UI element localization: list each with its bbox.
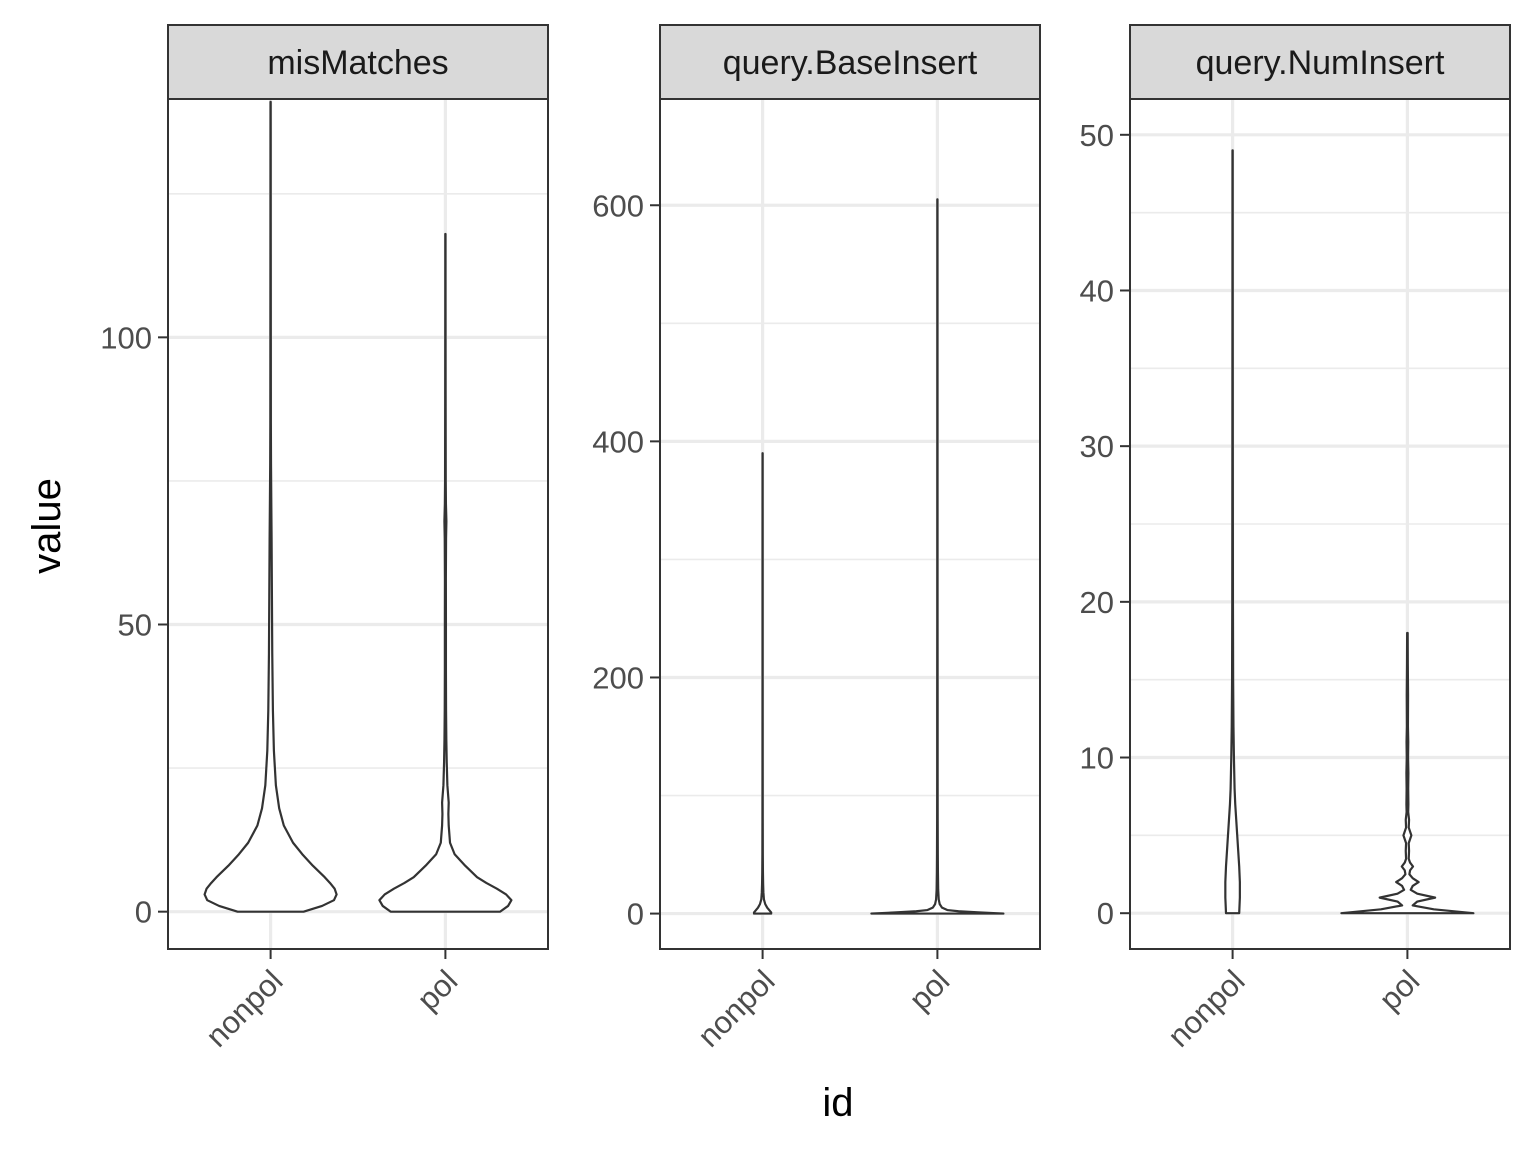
y-tick-label: 40 — [1080, 273, 1114, 308]
facet-strip-label: misMatches — [267, 44, 448, 82]
violin-nonpol — [1224, 149, 1241, 915]
y-tick-label: 10 — [1080, 741, 1114, 776]
x-tick-label: pol — [410, 963, 464, 1017]
y-axis-title: value — [25, 478, 69, 574]
x-tick-label: nonpol — [199, 963, 290, 1054]
panel-background — [660, 99, 1040, 949]
y-tick-label: 200 — [592, 660, 644, 695]
x-tick-label: pol — [902, 963, 956, 1017]
y-tick-label: 50 — [118, 608, 152, 643]
x-tick-label: nonpol — [1161, 963, 1252, 1054]
violin-nonpol — [752, 452, 773, 915]
y-tick-label: 400 — [592, 424, 644, 459]
facet-panel-3: query.NumInsert 0 10 20 30 40 50 nonpol pol — [1080, 24, 1511, 1054]
facet-panel-2: query.BaseInsert 0 200 400 600 nonpol pol — [592, 24, 1041, 1054]
y-tick-label: 20 — [1080, 585, 1114, 620]
x-axis-title: id — [822, 1081, 853, 1125]
facet-panel-1: misMatches 0 50 100 nonpol pol — [100, 24, 549, 1054]
violin-pol — [1340, 631, 1475, 915]
panel-background — [168, 99, 548, 949]
facet-strip-label: query.NumInsert — [1196, 44, 1445, 82]
y-tick-label: 0 — [1097, 896, 1114, 931]
violin-pol — [378, 232, 513, 913]
y-tick-label: 600 — [592, 188, 644, 223]
facet-strip-label: query.BaseInsert — [723, 44, 978, 82]
facet-strip — [167, 24, 549, 100]
y-tick-label: 0 — [627, 897, 644, 932]
y-tick-label: 100 — [100, 320, 152, 355]
y-tick-label: 50 — [1080, 118, 1114, 153]
facet-strip — [1129, 24, 1511, 100]
facet-strip — [659, 24, 1041, 100]
y-tick-label: 30 — [1080, 429, 1114, 464]
violin-pol — [870, 198, 1005, 915]
violin-nonpol — [203, 100, 338, 913]
y-tick-label: 0 — [135, 895, 152, 930]
x-tick-label: pol — [1372, 963, 1426, 1017]
x-tick-label: nonpol — [691, 963, 782, 1054]
